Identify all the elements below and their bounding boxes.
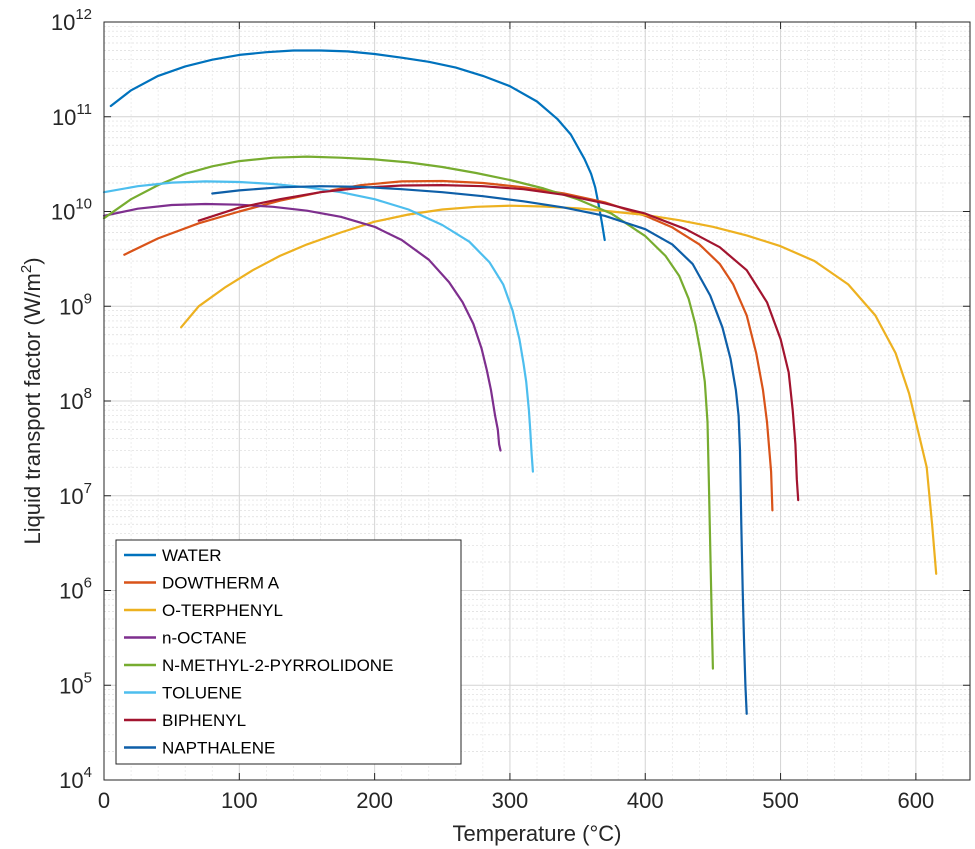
x-tick-label: 0 <box>98 788 110 813</box>
series-line-6 <box>197 184 800 502</box>
legend-label-6: BIPHENYL <box>162 711 246 730</box>
series-line-1 <box>123 179 774 512</box>
series-line-0 <box>109 49 606 242</box>
y-tick-label: 105 <box>59 669 92 698</box>
y-tick-label: 108 <box>59 385 92 414</box>
y-tick-base: 10 <box>59 673 83 698</box>
legend-label-7: NAPTHALENE <box>162 739 275 758</box>
legend-entries: WATER DOWTHERM A O-TERPHENYL n-OCTANE N-METH… <box>124 546 393 758</box>
y-tick-base: 10 <box>59 484 83 509</box>
y-axis-title-close: ) <box>20 257 45 264</box>
x-tick-label: 200 <box>356 788 393 813</box>
series-line-2 <box>180 204 938 575</box>
y-tick-exponent: 7 <box>84 480 92 497</box>
series-line-7 <box>211 185 748 715</box>
y-tick-label: 106 <box>59 575 92 604</box>
legend-label-2: O-TERPHENYL <box>162 601 283 620</box>
x-axis-title: Temperature (°C) <box>453 821 622 846</box>
x-axis: 0 100 200 300 400 500 600 <box>98 22 934 813</box>
series-line-3 <box>102 202 502 452</box>
x-tick-label: 300 <box>492 788 529 813</box>
y-tick-exponent: 5 <box>84 669 92 686</box>
legend-label-3: n-OCTANE <box>162 629 247 648</box>
series-layer <box>102 49 938 715</box>
y-tick-exponent: 8 <box>84 385 92 402</box>
legend-label-5: TOLUENE <box>162 684 242 703</box>
y-tick-exponent: 9 <box>84 290 92 307</box>
x-tick-label: 400 <box>627 788 664 813</box>
y-tick-label: 1010 <box>51 196 92 225</box>
legend-label-1: DOWTHERM A <box>162 574 280 593</box>
y-tick-exponent: 6 <box>84 575 92 592</box>
y-tick-exponent: 11 <box>76 101 92 118</box>
y-tick-base: 10 <box>51 10 75 35</box>
series-line-5 <box>102 180 534 473</box>
legend-box <box>115 539 462 765</box>
x-tick-label: 100 <box>221 788 258 813</box>
y-tick-base: 10 <box>59 579 83 604</box>
y-tick-exponent: 10 <box>75 196 92 213</box>
y-tick-label: 1012 <box>51 6 92 35</box>
y-tick-base: 10 <box>52 105 76 130</box>
legend-label-0: WATER <box>162 546 222 565</box>
y-tick-base: 10 <box>59 294 83 319</box>
y-tick-label: 109 <box>59 290 92 319</box>
y-axis-title: Liquid transport factor (W/m2) <box>18 257 45 544</box>
series-line-4 <box>102 155 714 670</box>
y-tick-base: 10 <box>51 200 75 225</box>
y-tick-base: 10 <box>59 768 83 793</box>
legend-label-4: N-METHYL-2-PYRROLIDONE <box>162 656 393 675</box>
y-tick-exponent: 12 <box>75 6 92 23</box>
y-axis-title-main: Liquid transport factor (W/m <box>20 273 45 544</box>
legend: WATER DOWTHERM A O-TERPHENYL n-OCTANE N-METH… <box>115 539 462 765</box>
y-tick-label: 104 <box>59 764 92 793</box>
y-tick-label: 1011 <box>52 101 92 130</box>
y-tick-exponent: 4 <box>84 764 92 781</box>
y-axis-title-sup: 2 <box>18 265 35 273</box>
y-tick-label: 107 <box>59 480 92 509</box>
x-tick-label: 600 <box>898 788 935 813</box>
y-tick-base: 10 <box>59 389 83 414</box>
x-tick-label: 500 <box>762 788 799 813</box>
